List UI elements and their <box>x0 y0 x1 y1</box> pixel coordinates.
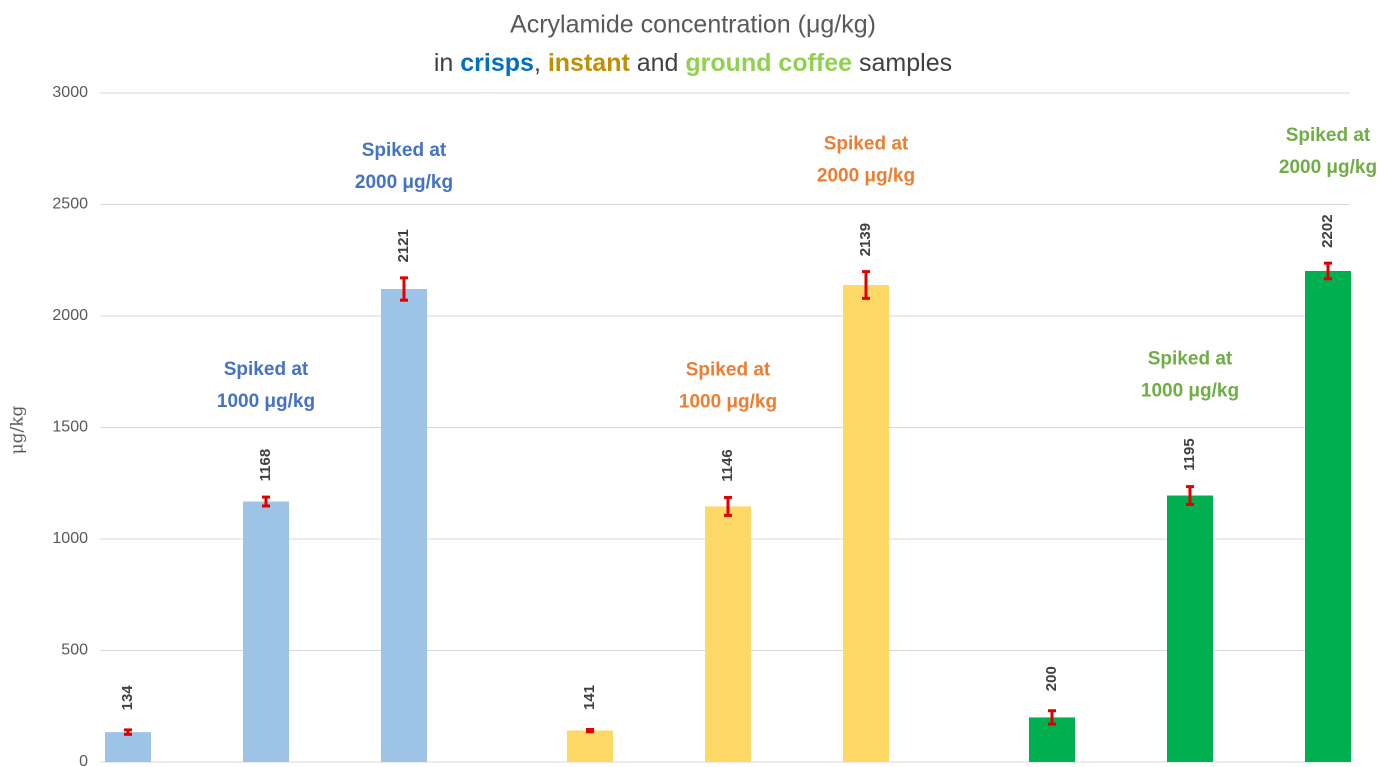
annotation: Spiked at <box>362 140 447 161</box>
annotation: 1000 μg/kg <box>679 392 777 413</box>
error-bar <box>124 728 132 736</box>
subtitle-part: crisps <box>460 49 534 77</box>
y-tick-label: 1000 <box>52 530 88 547</box>
annotation: 2000 μg/kg <box>817 166 915 187</box>
bar <box>705 506 751 762</box>
error-bar <box>862 270 870 300</box>
error-bar <box>724 496 732 517</box>
annotation: Spiked at <box>224 359 309 380</box>
annotation: 2000 μg/kg <box>355 172 453 193</box>
data-label: 1195 <box>1181 438 1198 471</box>
bar <box>843 285 889 762</box>
chart-title: Acrylamide concentration (μg/kg) <box>510 11 876 39</box>
y-axis-label: μg/kg <box>8 405 28 454</box>
subtitle-part: instant <box>548 49 631 77</box>
y-tick-label: 2000 <box>52 307 88 324</box>
subtitle-part: , <box>534 49 548 77</box>
annotation: 1000 μg/kg <box>217 391 315 412</box>
bar <box>381 289 427 762</box>
y-tick-label: 3000 <box>52 84 88 101</box>
annotation: 1000 μg/kg <box>1141 381 1239 402</box>
data-label: 141 <box>581 685 598 710</box>
subtitle-part: and <box>630 49 686 77</box>
annotation: 2000 μg/kg <box>1279 157 1377 178</box>
bar <box>567 730 613 762</box>
error-bar <box>1048 709 1056 726</box>
annotation: Spiked at <box>1286 125 1371 146</box>
data-label: 2121 <box>395 229 412 262</box>
subtitle-part: samples <box>852 49 952 77</box>
data-label: 1146 <box>719 449 736 482</box>
subtitle-part: in <box>434 49 460 77</box>
data-label: 200 <box>1043 666 1060 691</box>
bar <box>1305 270 1351 762</box>
error-bar <box>1324 261 1332 281</box>
chart-subtitle: in crisps, instant and ground coffee sam… <box>434 49 952 77</box>
error-bar <box>262 495 270 508</box>
error-bar <box>586 727 594 734</box>
annotation: Spiked at <box>686 360 771 381</box>
annotation: Spiked at <box>1148 349 1233 370</box>
error-bar <box>1186 485 1194 506</box>
bar <box>1167 495 1213 762</box>
data-label: 134 <box>119 685 136 711</box>
y-tick-label: 1500 <box>52 419 88 436</box>
y-tick-label: 0 <box>79 753 88 767</box>
bar <box>105 732 151 762</box>
error-bar <box>400 276 408 302</box>
y-tick-label: 2500 <box>52 196 88 213</box>
data-label: 2202 <box>1319 214 1336 247</box>
data-label: 1168 <box>257 449 274 482</box>
annotation: Spiked at <box>824 134 909 155</box>
bar <box>243 501 289 762</box>
subtitle-part: ground coffee <box>685 49 852 77</box>
data-label: 2139 <box>857 223 874 256</box>
y-tick-label: 500 <box>61 642 88 659</box>
